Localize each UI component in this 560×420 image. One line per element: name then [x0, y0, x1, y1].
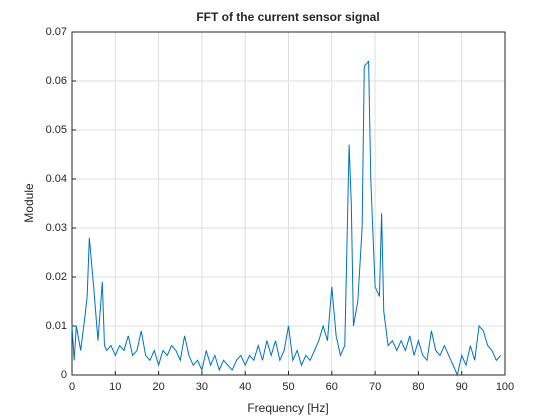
- y-tick-label: 0: [61, 369, 67, 381]
- x-tick-label: 70: [369, 381, 381, 393]
- x-tick-label: 90: [456, 381, 468, 393]
- x-axis-label: Frequency [Hz]: [247, 401, 328, 415]
- x-tick-label: 100: [496, 381, 514, 393]
- chart-title: FFT of the current sensor signal: [196, 10, 379, 24]
- y-tick-label: 0.03: [46, 222, 67, 234]
- y-axis-label: Module: [22, 183, 36, 223]
- y-tick-label: 0.06: [46, 75, 67, 87]
- x-tick-label: 40: [239, 381, 251, 393]
- plot-frame: [71, 31, 506, 376]
- y-tick-label: 0.05: [46, 124, 67, 136]
- x-tick-label: 80: [412, 381, 424, 393]
- x-tick-label: 50: [282, 381, 294, 393]
- x-tick-label: 60: [326, 381, 338, 393]
- y-tick-label: 0.07: [46, 26, 67, 38]
- y-tick-label: 0.02: [46, 271, 67, 283]
- y-tick-label: 0.01: [46, 320, 67, 332]
- y-tick-label: 0.04: [46, 173, 67, 185]
- data-line: [71, 60, 502, 377]
- x-tick-label: 10: [109, 381, 121, 393]
- x-tick-label: 30: [196, 381, 208, 393]
- x-tick-label: 0: [69, 381, 75, 393]
- x-tick-label: 20: [152, 381, 164, 393]
